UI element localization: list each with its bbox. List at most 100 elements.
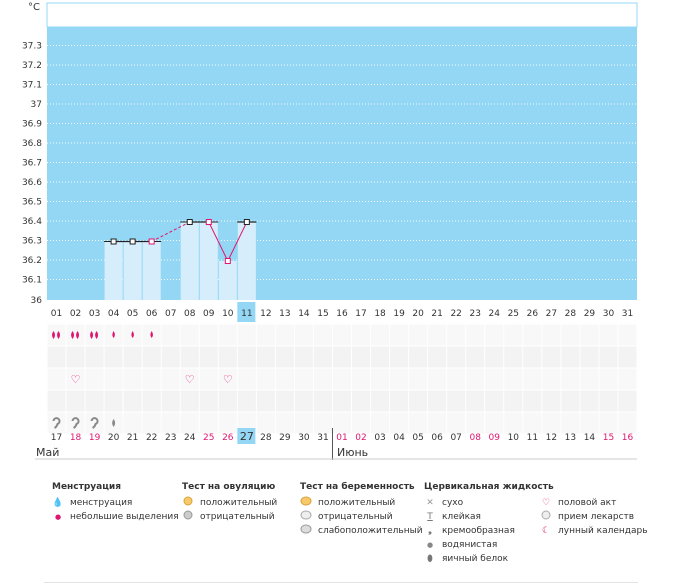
y-tick-label: 36.4 xyxy=(22,217,42,227)
day-label: 06 xyxy=(146,309,158,319)
negative-test-icon xyxy=(182,510,194,525)
pill-icon xyxy=(540,510,552,525)
cycle-date-label: 12 xyxy=(546,433,557,443)
y-tick-label: 37.3 xyxy=(22,42,42,52)
legend-fluid-title: Цервикальная жидкость xyxy=(424,482,554,492)
symbol-row xyxy=(47,324,637,346)
temperature-bar xyxy=(104,241,123,300)
day-label: 21 xyxy=(431,309,442,319)
cycle-date-label: 22 xyxy=(146,433,157,443)
heart-icon: ♡ xyxy=(185,373,195,386)
legend-pregnancy: Тест на беременность положительный отриц… xyxy=(300,482,423,538)
cycle-date-label: 27 xyxy=(240,430,254,443)
watery-icon: ● xyxy=(426,541,434,549)
day-label: 24 xyxy=(489,309,501,319)
day-label: 31 xyxy=(622,309,633,319)
legend-item-menstruation: 💧 менструация xyxy=(52,498,133,508)
month-label-june: Июнь xyxy=(337,446,369,459)
today-highlight xyxy=(237,302,256,322)
legend-other: ♡ половой акт прием лекарств ☾ лунный кале… xyxy=(540,496,648,538)
day-label: 14 xyxy=(298,309,310,319)
creamy-icon xyxy=(90,417,99,429)
day-label: 30 xyxy=(603,309,615,319)
y-tick-label: 36.7 xyxy=(22,159,42,169)
day-label: 16 xyxy=(336,309,348,319)
creamy-icon xyxy=(52,417,61,429)
legend-item-preg-weak: слабоположительный xyxy=(300,524,423,538)
temperature-point xyxy=(148,238,155,245)
day-label: 08 xyxy=(184,309,196,319)
legend-item-medication: прием лекарств xyxy=(540,510,648,524)
cycle-date-label: 04 xyxy=(393,433,405,443)
cycle-date-label: 11 xyxy=(527,433,538,443)
creamy-icon xyxy=(71,417,80,429)
heart-icon: ♡ xyxy=(541,498,551,508)
symbol-row xyxy=(47,368,637,390)
day-label: 15 xyxy=(317,309,328,319)
weak-pregnancy-icon xyxy=(300,524,312,539)
legend-item-watery: ● водянистая xyxy=(424,538,554,552)
day-label: 09 xyxy=(203,309,215,319)
day-label: 02 xyxy=(70,309,81,319)
moon-icon: ☾ xyxy=(541,526,551,536)
sticky-icon: T xyxy=(427,512,433,522)
cycle-date-label: 15 xyxy=(603,433,614,443)
y-tick-label: 37.2 xyxy=(22,61,42,71)
y-tick-label: 36.6 xyxy=(22,178,42,188)
day-label: 28 xyxy=(565,309,577,319)
legend-item-moon: ☾ лунный календарь xyxy=(541,526,648,536)
cycle-date-label: 16 xyxy=(622,433,634,443)
day-label: 13 xyxy=(279,309,290,319)
cycle-date-label: 31 xyxy=(317,433,328,443)
temperature-point xyxy=(224,258,231,264)
cycle-date-label: 24 xyxy=(184,433,196,443)
day-label: 01 xyxy=(51,309,62,319)
symbol-row xyxy=(47,346,637,368)
heavy-drop-icon xyxy=(71,331,80,339)
day-label: 07 xyxy=(165,309,176,319)
day-label: 20 xyxy=(412,309,424,319)
y-tick-label: 36.9 xyxy=(22,120,42,130)
temperature-line-pink xyxy=(227,221,248,262)
negative-pregnancy-icon xyxy=(300,510,312,525)
day-label: 25 xyxy=(508,309,519,319)
temperature-point xyxy=(243,219,250,225)
legend-item-preg-negative: отрицательный xyxy=(300,510,423,524)
cycle-date-label: 09 xyxy=(489,433,501,443)
creamy-icon: ❟ xyxy=(428,526,432,536)
light-drop-icon xyxy=(131,331,134,338)
light-drop-icon: ● xyxy=(54,513,62,521)
watery-icon xyxy=(112,419,116,427)
today-cycle-highlight xyxy=(237,428,256,444)
cycle-date-label: 01 xyxy=(336,433,347,443)
day-label: 27 xyxy=(546,309,557,319)
temperature-bar xyxy=(180,222,199,300)
legend-item-creamy: ❟ кремообразная xyxy=(424,524,554,538)
cycle-date-label: 21 xyxy=(127,433,138,443)
heavy-drop-icon xyxy=(90,331,99,339)
light-drop-icon xyxy=(112,331,115,338)
day-label: 10 xyxy=(222,309,234,319)
legend-menstruation: Менструация 💧 менструация ● небольшие выде… xyxy=(52,482,179,524)
cycle-date-label: 30 xyxy=(298,433,310,443)
cycle-date-label: 20 xyxy=(108,433,120,443)
cycle-date-label: 13 xyxy=(565,433,576,443)
temperature-line-dashed xyxy=(151,221,190,242)
cycle-date-label: 08 xyxy=(469,433,481,443)
day-label: 29 xyxy=(584,309,596,319)
light-drop-icon xyxy=(150,331,153,338)
heavy-drop-icon: 💧 xyxy=(52,498,64,508)
positive-test-icon xyxy=(182,496,194,511)
legend-item-preg-positive: положительный xyxy=(300,496,423,510)
heart-icon: ♡ xyxy=(71,373,81,386)
day-label: 18 xyxy=(374,309,386,319)
temperature-bar xyxy=(199,222,218,300)
y-unit-label: °C xyxy=(28,2,40,13)
y-tick-label: 37 xyxy=(31,100,42,110)
day-label: 04 xyxy=(108,309,120,319)
legend-menstruation-title: Менструация xyxy=(52,482,121,492)
symbol-row xyxy=(47,390,637,412)
cycle-date-label: 19 xyxy=(89,433,101,443)
y-tick-label: 36.8 xyxy=(22,139,42,149)
